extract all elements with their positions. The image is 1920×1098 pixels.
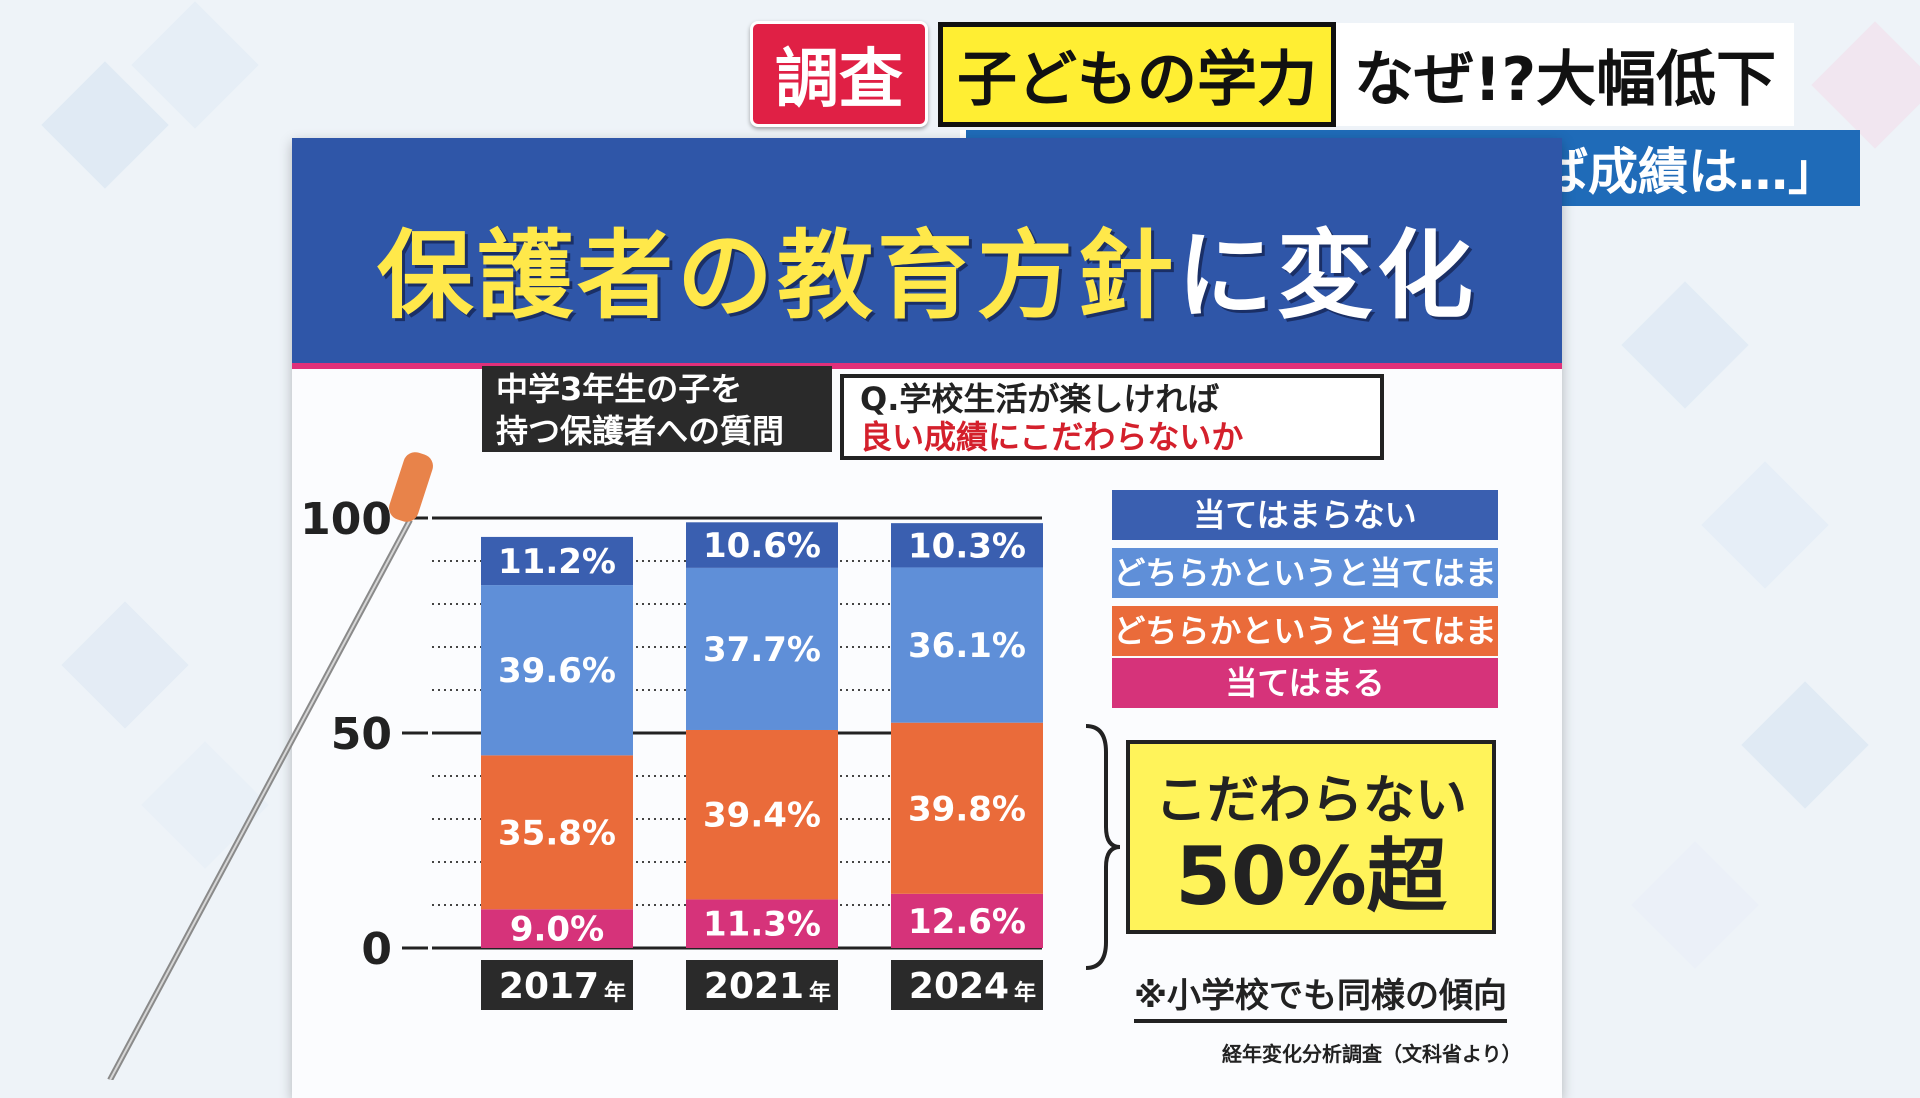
question-target-line2: 持つ保護者への質問	[496, 412, 785, 450]
category-label: 2017	[499, 966, 599, 1007]
bar-segment	[686, 729, 838, 900]
legend-item-applicable: 当てはまる	[1112, 658, 1498, 708]
data-label: 39.6%	[498, 651, 616, 691]
board-header: 保護者の教育方針に変化	[292, 138, 1562, 369]
category-label-bg	[481, 960, 633, 1010]
category-suffix: 年	[1014, 980, 1036, 1006]
y-tick-label: 50	[331, 709, 392, 760]
brace-bracket	[1085, 724, 1121, 970]
bar-segment	[481, 755, 633, 910]
category-label: 2021	[704, 966, 804, 1007]
bar-segment	[481, 536, 633, 586]
callout-line2: 50%超	[1175, 830, 1447, 923]
note-text: ※小学校でも同様の傾向	[1134, 968, 1508, 1023]
callout-line1: こだわらない	[1154, 771, 1467, 831]
category-label-bg	[891, 960, 1043, 1010]
question-line1: Q.学校生活が楽しければ	[860, 380, 1220, 418]
news-telop: 調査 子どもの学力 なぜ!?大幅低下	[750, 21, 1795, 127]
category-suffix: 年	[809, 980, 831, 1006]
category-suffix: 年	[604, 980, 626, 1006]
y-tick-label: 0	[361, 924, 392, 975]
data-label: 9.0%	[510, 910, 604, 950]
bar-segment	[686, 899, 838, 948]
chart-board: 保護者の教育方針に変化 中学3年生の子を 持つ保護者への質問 Q.学校生活が楽し…	[292, 138, 1562, 1098]
board-title-main: 保護者の教育方針	[377, 220, 1177, 332]
telop-headline: なぜ!?大幅低下	[1336, 22, 1795, 126]
data-label: 11.3%	[703, 905, 821, 945]
telop-tag: 調査	[750, 21, 928, 127]
data-label: 10.6%	[703, 526, 821, 566]
legend-item-rather-applicable: どちらかというと当てはまる	[1112, 606, 1498, 700]
bar-segment	[891, 567, 1043, 723]
question-line2: 良い成績にこだわらないか	[860, 418, 1244, 456]
question-target-line1: 中学3年生の子を	[496, 370, 743, 408]
bar-segment	[481, 909, 633, 948]
board-title-rest: に変化	[1177, 220, 1477, 332]
data-label: 37.7%	[703, 630, 821, 670]
bar-segment	[891, 523, 1043, 568]
data-label: 35.8%	[498, 813, 616, 853]
board-title: 保護者の教育方針に変化	[292, 198, 1562, 337]
data-label: 11.2%	[498, 542, 616, 582]
category-label: 2024	[909, 966, 1009, 1007]
y-tick-label: 100	[300, 494, 392, 545]
data-label: 10.3%	[908, 526, 1026, 566]
category-label-bg	[686, 960, 838, 1010]
source-text: 経年変化分析調査（文科省より）	[1222, 1042, 1522, 1066]
data-label: 39.8%	[908, 789, 1026, 829]
telop-topic: 子どもの学力	[938, 21, 1336, 127]
bar-segment	[891, 722, 1043, 894]
bar-segment	[891, 893, 1043, 948]
data-label: 36.1%	[908, 626, 1026, 666]
question-target: 中学3年生の子を 持つ保護者への質問	[482, 366, 832, 452]
bar-segment	[481, 585, 633, 756]
bar-segment	[686, 567, 838, 730]
legend-item-not-applicable: 当てはまらない	[1112, 490, 1498, 540]
callout-box: こだわらない 50%超	[1126, 740, 1496, 934]
data-label: 12.6%	[908, 902, 1026, 942]
legend-item-rather-not: どちらかというと当てはまらない	[1112, 548, 1498, 642]
question-box: Q.学校生活が楽しければ 良い成績にこだわらないか	[840, 374, 1384, 460]
data-label: 39.4%	[703, 796, 821, 836]
bar-segment	[686, 522, 838, 568]
